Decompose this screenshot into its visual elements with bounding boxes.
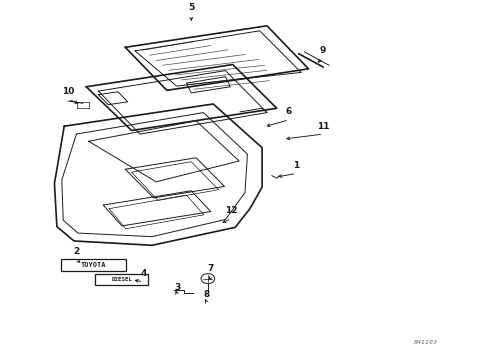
- Text: 8: 8: [204, 290, 210, 299]
- FancyBboxPatch shape: [95, 274, 148, 285]
- Text: 4: 4: [140, 269, 147, 278]
- Text: 2: 2: [74, 247, 79, 256]
- Text: 10: 10: [62, 86, 74, 95]
- Text: DIESEL: DIESEL: [111, 277, 132, 282]
- Text: TOYOTA: TOYOTA: [81, 262, 106, 268]
- Text: 841193: 841193: [414, 339, 438, 345]
- Text: 5: 5: [188, 3, 195, 12]
- Text: 9: 9: [320, 46, 326, 55]
- Text: 3: 3: [174, 283, 181, 292]
- Text: 11: 11: [317, 122, 329, 131]
- FancyBboxPatch shape: [61, 259, 126, 271]
- Text: 6: 6: [286, 107, 292, 116]
- Text: 12: 12: [225, 206, 238, 215]
- Text: 1: 1: [293, 161, 299, 170]
- Text: 7: 7: [208, 265, 214, 274]
